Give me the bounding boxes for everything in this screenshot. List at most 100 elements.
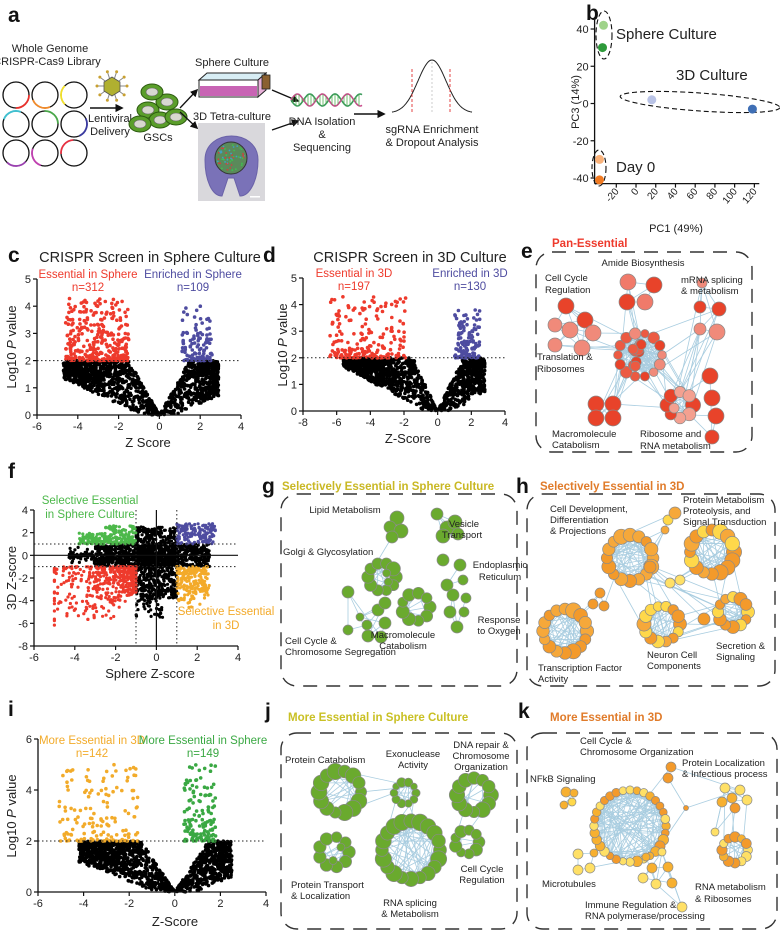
gene-point	[129, 879, 134, 884]
gene-point	[174, 404, 178, 409]
gene-point	[154, 868, 159, 872]
hit-point	[103, 358, 107, 363]
hit-point	[115, 350, 120, 354]
cell-dot	[221, 158, 224, 161]
hit-point	[474, 318, 479, 322]
gene-point	[130, 368, 135, 373]
hit-point	[394, 353, 399, 358]
series-label: Sphere Culture	[616, 26, 717, 43]
panel-label-i: i	[8, 698, 14, 721]
hit-point	[459, 340, 464, 345]
gene-point	[205, 879, 209, 884]
gene-point	[92, 848, 97, 852]
gene-point	[402, 375, 406, 380]
hit-point	[194, 352, 198, 356]
sgrna-arc	[2, 139, 30, 167]
sphere-culture-label: Sphere Culture	[195, 57, 269, 69]
gsc-cells-icon	[128, 83, 188, 133]
hit-point	[99, 311, 104, 315]
gene-point	[212, 856, 217, 860]
gene-point	[158, 875, 163, 879]
points	[61, 296, 221, 417]
gene-point	[169, 405, 173, 410]
hit-point	[379, 304, 383, 309]
group-label: More Essential in 3D	[39, 735, 145, 747]
gene-point	[143, 391, 148, 395]
hit-point	[111, 789, 115, 794]
gene-point	[480, 374, 485, 378]
gene-point	[98, 370, 102, 375]
hit-point	[375, 307, 380, 311]
hit-point	[105, 330, 110, 335]
gene-point	[167, 395, 172, 400]
hit-point	[82, 325, 87, 330]
points	[328, 295, 487, 413]
gene-point	[136, 377, 141, 381]
x-tick-label: 2	[468, 417, 474, 429]
hit-point	[99, 824, 103, 828]
hit-point	[114, 346, 118, 351]
hit-point	[397, 347, 402, 351]
gene-point	[116, 385, 120, 389]
gene-point	[154, 871, 158, 876]
hit-point	[91, 313, 96, 317]
gene-point	[396, 365, 400, 370]
gene-point	[201, 382, 206, 387]
hit-point	[67, 302, 71, 307]
hit-point	[381, 332, 386, 336]
gene-point	[85, 851, 89, 856]
gene-point	[128, 391, 133, 396]
gene-point	[112, 399, 117, 403]
gene-point	[108, 372, 112, 376]
gene-point	[66, 371, 71, 376]
hit-point	[112, 341, 117, 345]
gene-point	[139, 844, 143, 849]
hit-point	[97, 327, 101, 331]
hit-point	[398, 337, 402, 342]
distribution-curve-icon	[391, 59, 473, 114]
hit-point	[205, 333, 209, 337]
gene-point	[409, 375, 414, 380]
gene-point	[135, 881, 139, 885]
gene-point	[149, 871, 154, 876]
hit-point	[398, 297, 403, 301]
hit-point	[476, 354, 481, 358]
hit-point	[339, 339, 344, 343]
gene-point	[221, 863, 225, 868]
gene-point	[135, 408, 139, 413]
y-tick-label: 0	[582, 99, 588, 111]
gene-point	[373, 365, 377, 369]
hit-point	[93, 340, 98, 344]
gene-point	[121, 396, 125, 401]
hit-point	[472, 347, 477, 351]
gene-point	[413, 394, 418, 399]
cell-dot	[240, 164, 243, 167]
gene-point	[131, 382, 135, 387]
hit-point	[76, 333, 81, 337]
gene-point	[179, 400, 183, 405]
hit-point	[120, 337, 125, 342]
panel-label-h: h	[516, 475, 529, 498]
hit-point	[189, 358, 194, 362]
hit-point	[209, 337, 213, 342]
gene-point	[399, 372, 403, 377]
pca-point	[595, 154, 604, 164]
gene-point	[95, 374, 100, 379]
series-label: Day 0	[616, 159, 655, 176]
gene-point	[86, 848, 91, 852]
gene-point	[193, 387, 198, 391]
sgrna-arc	[31, 110, 59, 138]
virus-capsid	[103, 76, 121, 97]
group-label: Essential in Sphere	[38, 269, 137, 281]
gene-point	[134, 389, 138, 393]
gene-point	[198, 852, 203, 857]
gene-point	[221, 847, 225, 852]
gene-point	[180, 381, 185, 386]
gene-point	[224, 841, 229, 846]
hit-point	[85, 354, 89, 358]
gene-point	[105, 853, 110, 858]
hit-point	[96, 792, 101, 796]
gene-point	[120, 860, 124, 865]
hit-point	[458, 346, 463, 350]
hit-point	[378, 335, 383, 340]
